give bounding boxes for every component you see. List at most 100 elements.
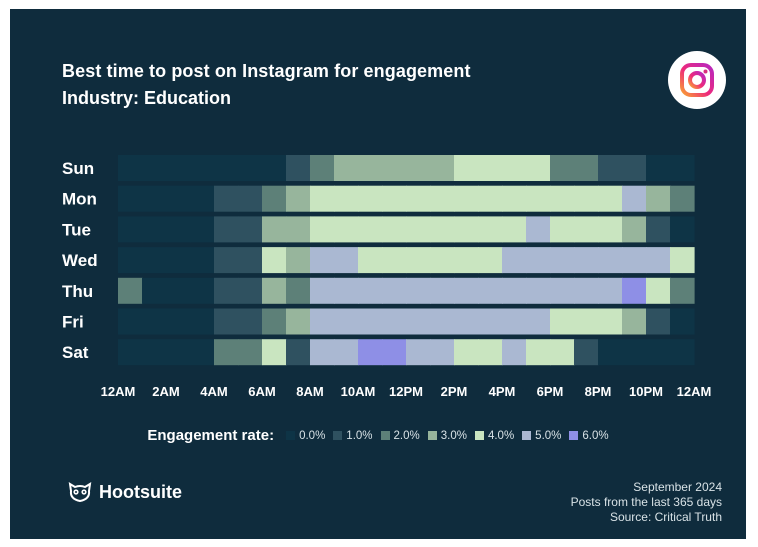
heatmap-cell [310,339,335,366]
heatmap-cell [574,185,599,212]
heatmap-cell [670,308,695,335]
heatmap-cell [286,277,311,304]
heatmap-cell [454,216,479,243]
heatmap-cell [118,339,143,366]
x-tick-label: 12AM [677,384,712,399]
heatmap-cell [214,216,239,243]
heatmap-cell [622,185,647,212]
heatmap-cell [262,247,287,274]
heatmap-cell [262,277,287,304]
legend-label: 2.0% [393,429,420,442]
heatmap-cell [166,277,191,304]
legend-label: 3.0% [440,429,467,442]
heatmap-cell [646,185,671,212]
heatmap-cell [238,339,263,366]
heatmap-cell [622,216,647,243]
heatmap-cell [262,185,287,212]
heatmap-cell [454,339,479,366]
heatmap-cell [598,155,623,181]
heatmap-cell [550,308,575,335]
heatmap-cell [526,308,551,335]
heatmap-cell [358,216,383,243]
heatmap-cell [598,339,623,366]
legend-item: 3.0% [427,429,467,442]
heatmap-cell [142,247,167,274]
legend-swatch [333,431,343,440]
heatmap-cell [334,185,359,212]
x-tick-label: 6AM [248,384,275,399]
row-label-sun: Sun [62,159,94,178]
heatmap-cell [550,216,575,243]
footer-info: September 2024 Posts from the last 365 d… [571,480,722,525]
heatmap-cell [598,216,623,243]
heatmap-cell [598,308,623,335]
heatmap-cell [478,185,503,212]
footer-source: Source: Critical Truth [609,510,722,524]
heatmap-cell [670,247,695,274]
heatmap-cell [574,308,599,335]
footer-posts: Posts from the last 365 days [570,495,722,509]
instagram-glyph-icon [680,63,714,97]
heatmap-cell [358,155,383,181]
heatmap-cell [190,185,215,212]
x-tick-label: 2PM [441,384,468,399]
heatmap-cell [646,216,671,243]
heatmap-cell [406,277,431,304]
heatmap-cell [118,277,143,304]
heatmap-cell [502,185,527,212]
heatmap-cell [286,308,311,335]
heatmap-cell [334,155,359,181]
heatmap-cell [598,185,623,212]
heatmap-cell [262,216,287,243]
heatmap-cell [502,247,527,274]
heatmap-cell [574,247,599,274]
heatmap-cell [382,277,407,304]
heatmap-cell [214,339,239,366]
legend-swatch [522,431,532,440]
heatmap-cell [382,339,407,366]
heatmap-cell [622,339,647,366]
heatmap-cell [406,308,431,335]
heatmap-cell [430,155,455,181]
heatmap-cell [238,277,263,304]
heatmap-cell [382,247,407,274]
legend-title: Engagement rate: [147,427,275,444]
heatmap-cell [238,216,263,243]
heatmap-cell [190,277,215,304]
heatmap-cell [574,339,599,366]
heatmap-cell [478,308,503,335]
heatmap-cell [214,185,239,212]
heatmap-cell [358,247,383,274]
heatmap-cell [526,185,551,212]
heatmap-cell [478,247,503,274]
heatmap-chart: Sun Mon Tue Wed Thu Fri Sat 12AM 2AM 4AM 6AM 8AM 10A… [62,155,712,399]
heatmap-cell [190,247,215,274]
heatmap-cell [334,216,359,243]
heatmap-cell [166,185,191,212]
heatmap-cell [526,247,551,274]
row-label-mon: Mon [62,190,97,209]
x-tick-label: 8AM [296,384,323,399]
heatmap-cell [286,216,311,243]
x-tick-label: 10PM [629,384,663,399]
legend-swatch [569,431,579,440]
heatmap-cell [118,216,143,243]
heatmap-cell [142,216,167,243]
heatmap-cell [190,216,215,243]
hootsuite-logo: Hootsuite [67,481,182,503]
heatmap-cell [166,247,191,274]
heatmap-cell [550,185,575,212]
row-label-wed: Wed [62,251,98,270]
heatmap-cell [598,277,623,304]
heatmap-cell [142,155,167,181]
heatmap-cell [598,247,623,274]
heatmap-cell [286,185,311,212]
legend-swatch [474,431,484,440]
heatmap-cell [238,185,263,212]
heatmap-cell [454,185,479,212]
heatmap-cell [238,155,263,181]
heatmap-cell [454,277,479,304]
heatmap-cell [430,277,455,304]
legend-item: 5.0% [522,430,561,442]
heatmap-cell [166,308,191,335]
